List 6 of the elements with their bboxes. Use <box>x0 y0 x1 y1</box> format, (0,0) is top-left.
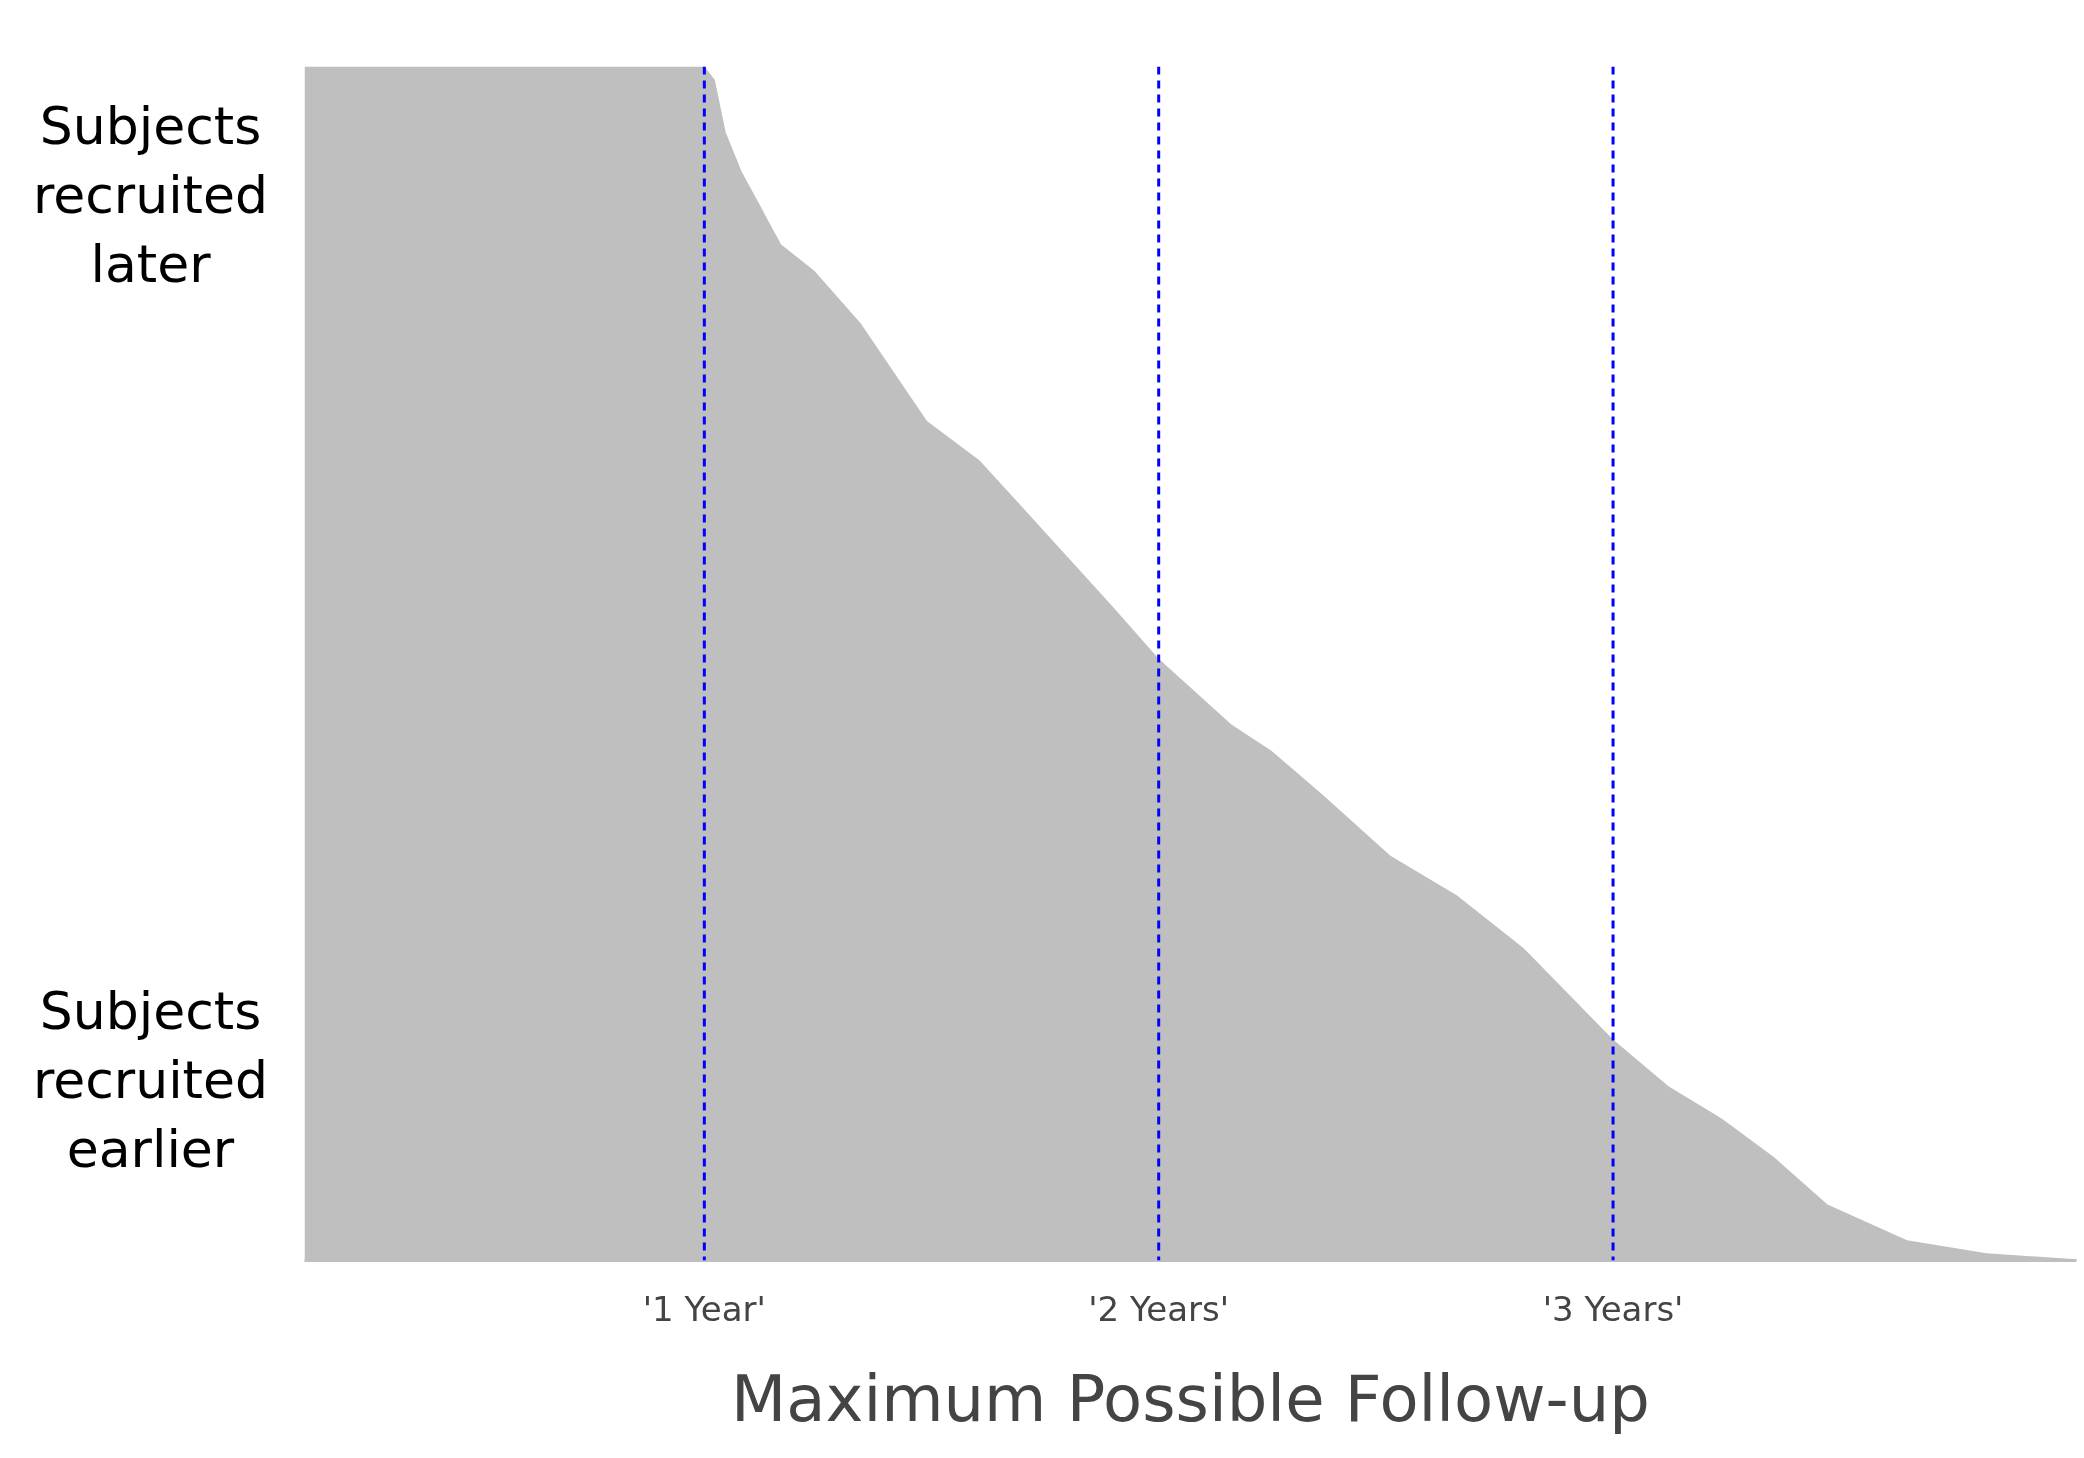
x-tick-label: '1 Year' <box>642 1288 766 1329</box>
text: Subjects recruited earlier <box>33 981 268 1180</box>
x-tick-label: '2 Years' <box>1088 1288 1230 1329</box>
x-tick-label: '3 Years' <box>1542 1288 1684 1329</box>
text: Subjects recruited later <box>33 95 268 294</box>
x-axis-title: Maximum Possible Follow-up <box>731 1361 1650 1436</box>
